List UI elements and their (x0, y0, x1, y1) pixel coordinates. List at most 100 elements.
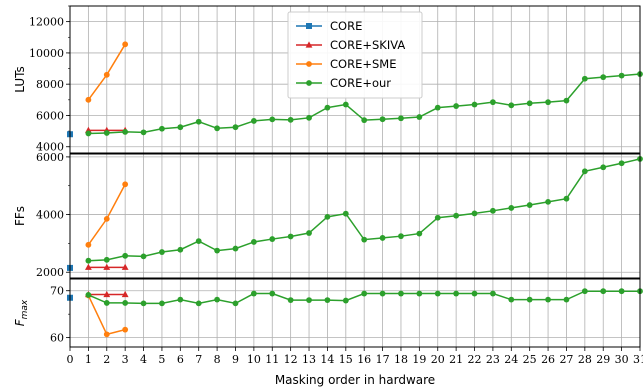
data-point-core-our (618, 288, 625, 295)
legend-label: CORE+SME (330, 57, 396, 71)
data-point-core-our (269, 116, 276, 123)
legend-marker-core-skiva (305, 41, 313, 48)
data-point-core-our (545, 198, 551, 205)
data-point-core-our (250, 118, 257, 124)
data-point-core-our (140, 253, 147, 260)
chart-legend: CORE CORE+SKIVA CORE+SME CORE+our (287, 11, 423, 99)
data-point-core-skiva (121, 290, 129, 298)
data-point-core-our (324, 104, 331, 111)
data-point-core-our (361, 117, 368, 124)
data-point-core-our (232, 300, 239, 307)
x-axis: Masking order in hardware 0 1 2 3 4 5 6 7 8 9 10 11… (67, 347, 643, 387)
y-tick-label: 8000 (36, 78, 64, 91)
data-point-core-our (600, 164, 607, 171)
y-axis-title: Fmax (13, 299, 30, 326)
data-point-core-our (526, 100, 533, 107)
data-point-core-our (398, 115, 404, 122)
data-point-core-skiva (103, 290, 111, 298)
data-point-core-our (508, 296, 515, 303)
data-point-core-our (471, 101, 478, 108)
y-tick-label: 4000 (36, 141, 64, 154)
data-point-core-our (140, 129, 147, 136)
data-point-core-our (490, 99, 496, 106)
x-axis-title: Masking order in hardware (275, 373, 435, 387)
data-point-core-our (379, 116, 386, 123)
panel-frame (69, 5, 641, 154)
legend-frame (287, 11, 423, 99)
data-point-core-our (232, 245, 239, 252)
data-point-core-our (471, 210, 478, 217)
data-point-core-our (581, 75, 588, 82)
data-point-core-sme (122, 41, 129, 48)
data-point-core-our (508, 205, 515, 211)
legend-entry-core-sme: CORE+SME (296, 57, 396, 71)
data-point-core-our (324, 297, 331, 304)
panel-f-max: 60 70 Fmax (13, 278, 643, 348)
data-point-core-sme (85, 241, 92, 248)
data-point-core-sme (103, 331, 110, 338)
data-point-core-our (526, 296, 533, 303)
y-tick-label: 60 (50, 332, 64, 345)
data-point-core-our (214, 247, 220, 254)
legend-label: CORE+SKIVA (330, 38, 405, 52)
data-point-core-skiva (121, 263, 129, 270)
data-point-core-our (306, 297, 312, 304)
data-point-core-our (453, 212, 460, 219)
data-point-core-our (618, 72, 625, 79)
y-tick-label: 4000 (36, 209, 64, 222)
data-point-core-sme (122, 181, 129, 188)
data-point-core-skiva (103, 263, 111, 270)
data-point-core-our (618, 160, 625, 167)
data-point-core-our (600, 288, 607, 295)
x-tick-label: 1 (85, 353, 92, 366)
data-point-core-our (85, 292, 92, 298)
data-point-core-our (122, 128, 129, 135)
data-point-core-our (545, 296, 551, 303)
data-point-core-our (416, 290, 423, 297)
legend-label: CORE+our (330, 76, 391, 90)
legend-marker-core (306, 23, 312, 29)
series-core-our (85, 288, 643, 307)
series-core-sme (85, 181, 129, 248)
x-tick-label: 0 (67, 353, 74, 366)
data-point-core-our (177, 296, 184, 303)
data-point-core-skiva (84, 263, 92, 270)
x-tick-label: 8 (214, 353, 221, 366)
data-point-core-our (269, 236, 276, 242)
data-point-core-our (600, 74, 607, 81)
data-point-core-our (287, 297, 294, 304)
x-tick-label: 9 (232, 353, 239, 366)
y-tick-label: 6000 (36, 151, 64, 164)
data-point-core-our (214, 296, 220, 303)
data-point-core-our (416, 114, 423, 120)
data-point-core-our (306, 230, 312, 236)
data-point-core-our (434, 290, 441, 297)
y-tick-label: 12000 (29, 16, 64, 29)
y-axis-title: FFs (13, 206, 27, 226)
x-tick-label: 22 (468, 353, 482, 366)
data-point-core-our (177, 246, 184, 253)
data-point-core-our (195, 238, 202, 244)
data-point-core-our (398, 290, 404, 297)
x-tick-label: 26 (541, 353, 555, 366)
panel-frame (69, 278, 641, 348)
panel-ffs: 2000 4000 6000 FFs (13, 151, 643, 279)
data-point-core-our (287, 233, 294, 240)
x-tick-label: 20 (431, 353, 445, 366)
x-tick-label: 16 (357, 353, 371, 366)
legend-entry-core-our: CORE+our (296, 76, 391, 90)
data-point-core-our (250, 239, 257, 245)
x-tick-label: 30 (615, 353, 629, 366)
data-point-core-our (563, 296, 570, 303)
x-tick-label: 24 (504, 353, 518, 366)
x-tick-label: 23 (486, 353, 500, 366)
data-point-core-our (563, 97, 570, 104)
data-point-core-our (453, 290, 460, 297)
data-point-core-our (490, 290, 496, 297)
data-point-core-our (103, 256, 110, 263)
legend-marker-core-our (306, 80, 312, 86)
data-point-core-our (232, 124, 239, 131)
data-point-core-our (195, 300, 202, 307)
data-point-core-sme (85, 96, 92, 103)
data-point-core-our (140, 300, 147, 307)
